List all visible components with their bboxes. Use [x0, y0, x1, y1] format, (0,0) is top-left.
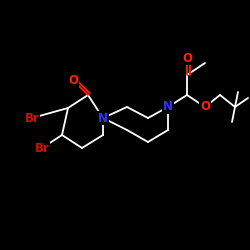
Text: O: O [200, 100, 210, 114]
Text: N: N [98, 112, 108, 124]
Text: N: N [163, 100, 173, 114]
Text: Br: Br [24, 112, 40, 124]
Text: O: O [182, 52, 192, 64]
Text: Br: Br [34, 142, 50, 154]
Text: O: O [68, 74, 78, 86]
